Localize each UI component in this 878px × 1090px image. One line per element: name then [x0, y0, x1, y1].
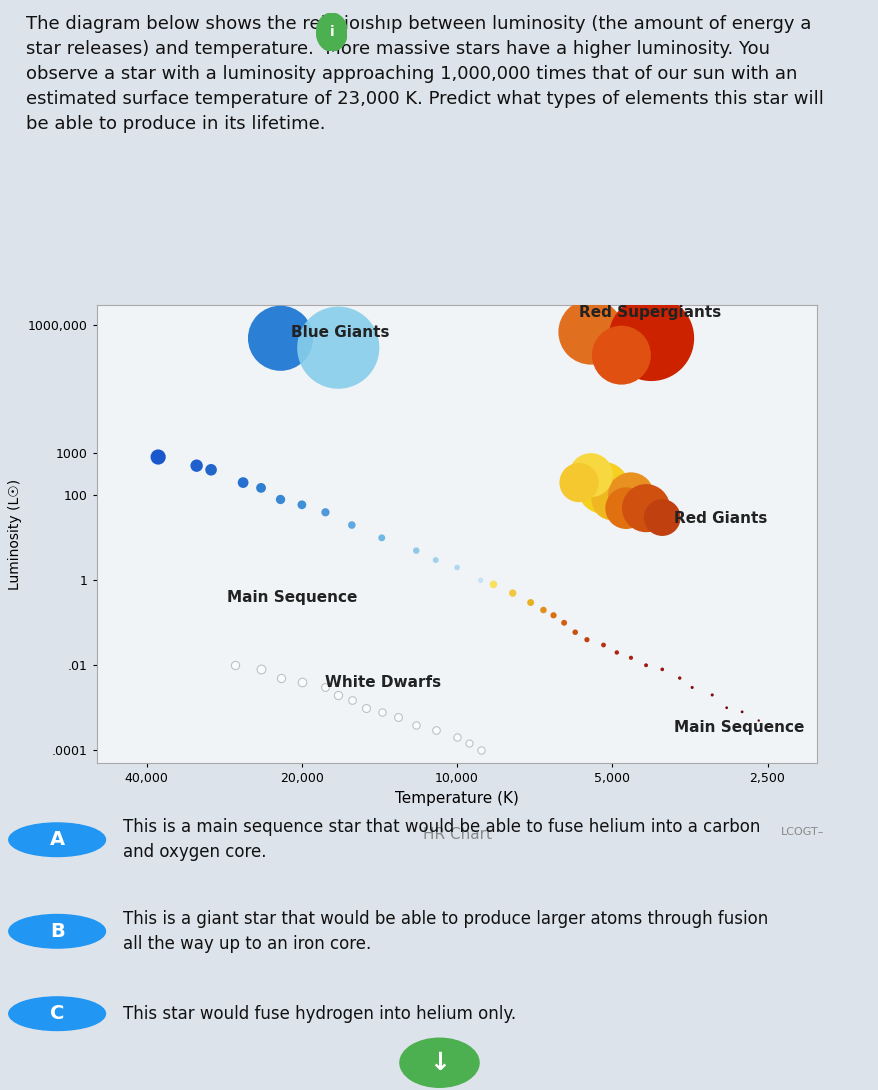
Point [359, 699, 373, 716]
Point [605, 490, 619, 508]
Y-axis label: Luminosity (L☉): Luminosity (L☉) [8, 479, 22, 590]
Text: Main Sequence: Main Sequence [227, 590, 356, 605]
Point [644, 329, 658, 347]
Point [331, 687, 345, 704]
Point [318, 679, 332, 697]
Point [461, 734, 475, 751]
Point [579, 631, 594, 649]
Point [473, 741, 487, 759]
Point [523, 594, 537, 611]
Point [254, 661, 268, 678]
Point [638, 499, 652, 517]
Text: Red Supergiants: Red Supergiants [579, 305, 721, 320]
Point [374, 703, 388, 720]
Point [672, 669, 686, 687]
Point [227, 656, 241, 674]
Text: White Dwarfs: White Dwarfs [325, 675, 441, 690]
Point [331, 339, 345, 356]
Point [638, 656, 652, 674]
Text: HR Chart: HR Chart [422, 827, 491, 843]
Point [151, 448, 165, 465]
Text: A: A [49, 831, 65, 849]
Point [254, 480, 268, 497]
Point [486, 576, 500, 593]
Text: The diagram below shows the relatioıshıp between luminosity (the amount of energ: The diagram below shows the relatioıshıp… [26, 15, 824, 133]
Text: Red Giants: Red Giants [673, 511, 766, 526]
Point [409, 542, 423, 559]
Text: LCOGT–: LCOGT– [781, 827, 824, 837]
Point [428, 722, 443, 739]
Point [450, 729, 464, 747]
Point [294, 674, 308, 691]
Point [273, 329, 287, 347]
Point [618, 499, 632, 517]
Point [374, 529, 388, 546]
Point [734, 703, 748, 720]
Point [294, 496, 308, 513]
Point [654, 661, 668, 678]
Point [719, 699, 733, 716]
Point [344, 691, 358, 709]
Point [473, 571, 487, 589]
Point [623, 649, 637, 666]
Point [450, 559, 464, 577]
Point [751, 712, 765, 729]
Point [609, 644, 623, 662]
Point [409, 716, 423, 734]
Point [557, 614, 571, 631]
Point [190, 457, 204, 474]
Circle shape [316, 13, 347, 51]
Text: This is a main sequence star that would be able to fuse helium into a carbon
and: This is a main sequence star that would … [123, 819, 759, 861]
Text: i: i [329, 25, 334, 39]
Point [684, 679, 698, 697]
Point [654, 509, 668, 526]
Circle shape [9, 823, 105, 857]
Point [505, 584, 519, 602]
Text: Main Sequence: Main Sequence [673, 719, 803, 735]
Text: Blue Giants: Blue Giants [291, 325, 389, 340]
Text: C: C [50, 1004, 64, 1024]
Point [596, 480, 610, 497]
Point [546, 607, 560, 625]
Point [596, 637, 610, 654]
Point [428, 552, 443, 569]
Point [583, 467, 597, 484]
Text: B: B [50, 922, 64, 941]
Text: This is a giant star that would be able to produce larger atoms through fusion
a: This is a giant star that would be able … [123, 910, 767, 953]
Point [583, 324, 597, 341]
Point [704, 687, 718, 704]
Point [572, 474, 586, 492]
Point [236, 474, 250, 492]
Text: This star would fuse hydrogen into helium only.: This star would fuse hydrogen into heliu… [123, 1005, 515, 1022]
Point [273, 490, 287, 508]
Circle shape [9, 997, 105, 1030]
Point [318, 504, 332, 521]
Point [204, 461, 218, 479]
Circle shape [399, 1038, 479, 1088]
Text: ↓: ↓ [428, 1051, 450, 1075]
Point [614, 347, 628, 364]
Point [391, 708, 405, 726]
Point [344, 517, 358, 534]
Point [536, 602, 550, 619]
X-axis label: Temperature (K): Temperature (K) [395, 790, 518, 806]
Point [567, 623, 581, 641]
Point [623, 486, 637, 504]
Circle shape [9, 915, 105, 948]
Point [273, 669, 287, 687]
